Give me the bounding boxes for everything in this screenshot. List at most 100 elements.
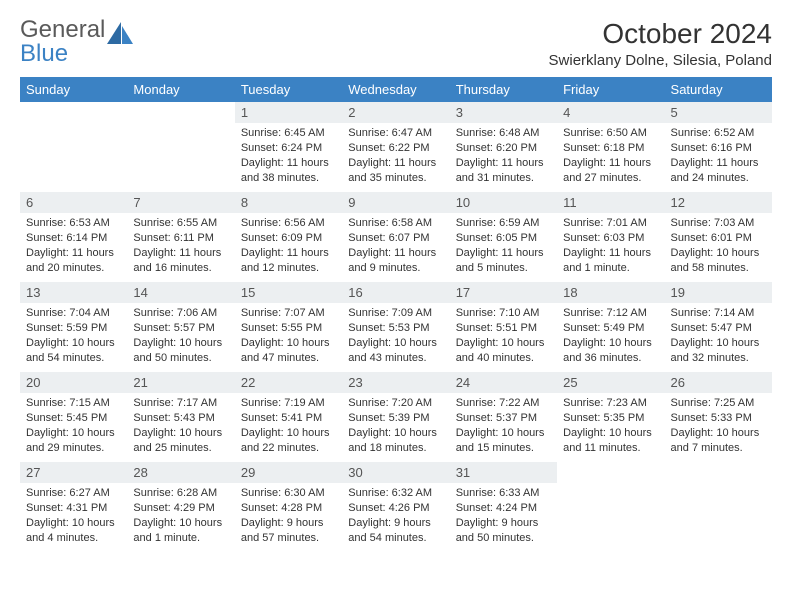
day-dl2: and 9 minutes. (348, 261, 443, 276)
day-info: Sunrise: 6:33 AMSunset: 4:24 PMDaylight:… (450, 483, 557, 551)
col-tue: Tuesday (235, 77, 342, 102)
day-set: Sunset: 4:31 PM (26, 501, 121, 516)
day-dl2: and 54 minutes. (26, 351, 121, 366)
day-dl2: and 47 minutes. (241, 351, 336, 366)
day-dl1: Daylight: 10 hours (456, 336, 551, 351)
calendar-cell: 16Sunrise: 7:09 AMSunset: 5:53 PMDayligh… (342, 282, 449, 372)
day-set: Sunset: 6:16 PM (671, 141, 766, 156)
day-info: Sunrise: 7:15 AMSunset: 5:45 PMDaylight:… (20, 393, 127, 461)
day-number: 29 (235, 462, 342, 483)
day-set: Sunset: 5:55 PM (241, 321, 336, 336)
day-dl1: Daylight: 11 hours (456, 246, 551, 261)
day-number: 10 (450, 192, 557, 213)
day-rise: Sunrise: 6:48 AM (456, 126, 551, 141)
day-rise: Sunrise: 7:03 AM (671, 216, 766, 231)
calendar-cell: 2Sunrise: 6:47 AMSunset: 6:22 PMDaylight… (342, 102, 449, 192)
day-number: 14 (127, 282, 234, 303)
day-rise: Sunrise: 7:22 AM (456, 396, 551, 411)
calendar-row: 1Sunrise: 6:45 AMSunset: 6:24 PMDaylight… (20, 102, 772, 192)
day-number: 27 (20, 462, 127, 483)
day-dl2: and 18 minutes. (348, 441, 443, 456)
day-dl1: Daylight: 10 hours (133, 426, 228, 441)
day-rise: Sunrise: 7:06 AM (133, 306, 228, 321)
day-rise: Sunrise: 7:20 AM (348, 396, 443, 411)
day-header-row: Sunday Monday Tuesday Wednesday Thursday… (20, 77, 772, 102)
day-rise: Sunrise: 7:14 AM (671, 306, 766, 321)
day-info: Sunrise: 7:09 AMSunset: 5:53 PMDaylight:… (342, 303, 449, 371)
day-dl1: Daylight: 10 hours (563, 426, 658, 441)
day-set: Sunset: 5:33 PM (671, 411, 766, 426)
calendar-cell: 23Sunrise: 7:20 AMSunset: 5:39 PMDayligh… (342, 372, 449, 462)
day-dl1: Daylight: 11 hours (456, 156, 551, 171)
day-number: 24 (450, 372, 557, 393)
calendar-cell: 9Sunrise: 6:58 AMSunset: 6:07 PMDaylight… (342, 192, 449, 282)
day-info: Sunrise: 6:52 AMSunset: 6:16 PMDaylight:… (665, 123, 772, 191)
day-rise: Sunrise: 6:27 AM (26, 486, 121, 501)
day-info: Sunrise: 6:56 AMSunset: 6:09 PMDaylight:… (235, 213, 342, 281)
calendar-cell: 26Sunrise: 7:25 AMSunset: 5:33 PMDayligh… (665, 372, 772, 462)
day-dl2: and 5 minutes. (456, 261, 551, 276)
logo: General Blue (20, 18, 133, 66)
day-rise: Sunrise: 7:23 AM (563, 396, 658, 411)
day-dl2: and 35 minutes. (348, 171, 443, 186)
day-dl1: Daylight: 10 hours (133, 336, 228, 351)
day-info: Sunrise: 7:22 AMSunset: 5:37 PMDaylight:… (450, 393, 557, 461)
day-set: Sunset: 6:05 PM (456, 231, 551, 246)
day-rise: Sunrise: 7:10 AM (456, 306, 551, 321)
calendar-row: 27Sunrise: 6:27 AMSunset: 4:31 PMDayligh… (20, 462, 772, 552)
day-dl1: Daylight: 10 hours (26, 516, 121, 531)
day-dl1: Daylight: 11 hours (26, 246, 121, 261)
calendar-cell: 14 Sunrise: 7:06 AMSunset: 5:57 PMDayligh… (127, 282, 234, 372)
calendar-cell: 4Sunrise: 6:50 AMSunset: 6:18 PMDaylight… (557, 102, 664, 192)
day-info: Sunrise: 7:14 AMSunset: 5:47 PMDaylight:… (665, 303, 772, 371)
day-set: Sunset: 5:57 PM (133, 321, 228, 336)
day-info: Sunrise: 6:48 AMSunset: 6:20 PMDaylight:… (450, 123, 557, 191)
day-dl2: and 1 minute. (133, 531, 228, 546)
day-dl1: Daylight: 9 hours (241, 516, 336, 531)
day-info: Sunrise: 6:50 AMSunset: 6:18 PMDaylight:… (557, 123, 664, 191)
day-dl1: Daylight: 11 hours (241, 156, 336, 171)
day-set: Sunset: 6:11 PM (133, 231, 228, 246)
day-rise: Sunrise: 7:12 AM (563, 306, 658, 321)
day-set: Sunset: 6:09 PM (241, 231, 336, 246)
calendar-cell: 20Sunrise: 7:15 AMSunset: 5:45 PMDayligh… (20, 372, 127, 462)
calendar-cell: 13Sunrise: 7:04 AMSunset: 5:59 PMDayligh… (20, 282, 127, 372)
day-dl2: and 36 minutes. (563, 351, 658, 366)
day-info: Sunrise: 7:12 AMSunset: 5:49 PMDaylight:… (557, 303, 664, 371)
day-dl1: Daylight: 11 hours (563, 246, 658, 261)
day-set: Sunset: 5:53 PM (348, 321, 443, 336)
day-info: Sunrise: 6:53 AMSunset: 6:14 PMDaylight:… (20, 213, 127, 281)
day-rise: Sunrise: 6:28 AM (133, 486, 228, 501)
day-info: Sunrise: 6:28 AMSunset: 4:29 PMDaylight:… (127, 483, 234, 551)
day-dl1: Daylight: 11 hours (133, 246, 228, 261)
calendar-cell: 25Sunrise: 7:23 AMSunset: 5:35 PMDayligh… (557, 372, 664, 462)
day-dl1: Daylight: 10 hours (671, 336, 766, 351)
calendar-cell (20, 102, 127, 192)
day-dl2: and 16 minutes. (133, 261, 228, 276)
day-number: 20 (20, 372, 127, 393)
day-rise: Sunrise: 6:59 AM (456, 216, 551, 231)
day-set: Sunset: 5:47 PM (671, 321, 766, 336)
day-set: Sunset: 5:39 PM (348, 411, 443, 426)
location-subtitle: Swierklany Dolne, Silesia, Poland (549, 52, 772, 69)
calendar-cell: 8Sunrise: 6:56 AMSunset: 6:09 PMDaylight… (235, 192, 342, 282)
day-number: 31 (450, 462, 557, 483)
day-dl1: Daylight: 10 hours (456, 426, 551, 441)
day-dl2: and 11 minutes. (563, 441, 658, 456)
day-dl2: and 50 minutes. (133, 351, 228, 366)
day-number: 16 (342, 282, 449, 303)
calendar-cell: 3Sunrise: 6:48 AMSunset: 6:20 PMDaylight… (450, 102, 557, 192)
day-dl1: Daylight: 10 hours (26, 426, 121, 441)
calendar-cell: 10 Sunrise: 6:59 AMSunset: 6:05 PMDayligh… (450, 192, 557, 282)
day-dl1: Daylight: 10 hours (671, 246, 766, 261)
day-dl1: Daylight: 10 hours (241, 426, 336, 441)
day-info: Sunrise: 7:25 AMSunset: 5:33 PMDaylight:… (665, 393, 772, 461)
day-set: Sunset: 5:49 PM (563, 321, 658, 336)
day-dl1: Daylight: 11 hours (563, 156, 658, 171)
day-dl2: and 43 minutes. (348, 351, 443, 366)
logo-line1: General (20, 16, 105, 43)
day-set: Sunset: 6:20 PM (456, 141, 551, 156)
calendar-cell (557, 462, 664, 552)
day-number: 21 (127, 372, 234, 393)
day-rise: Sunrise: 6:58 AM (348, 216, 443, 231)
